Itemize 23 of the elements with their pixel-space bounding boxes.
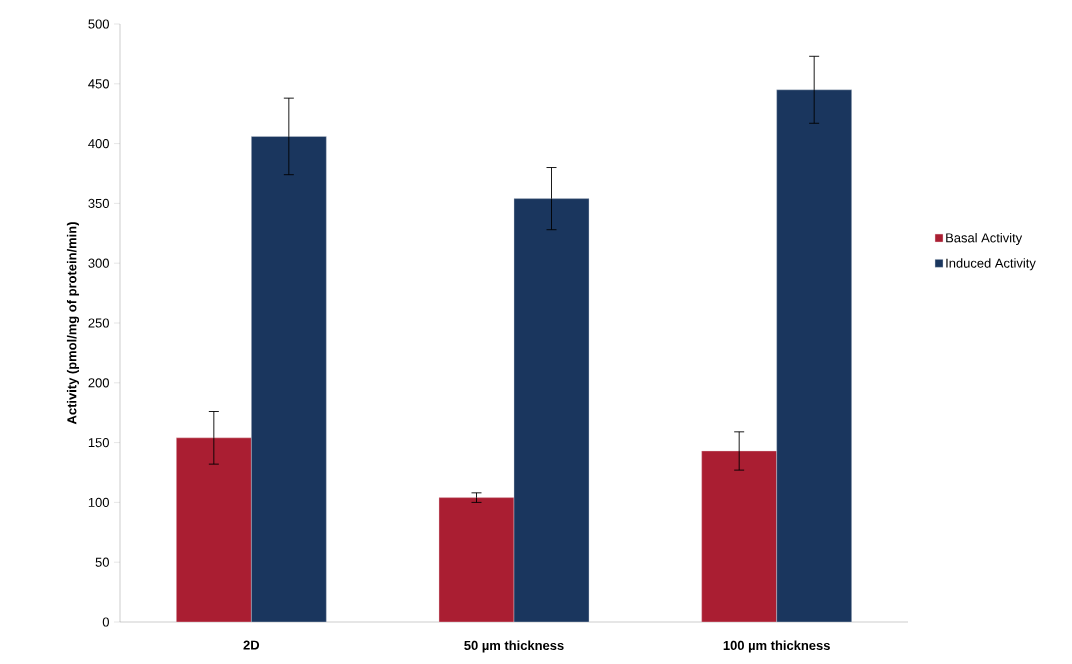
y-tick-label: 250 — [88, 318, 109, 328]
x-tick-label: 2D — [243, 640, 260, 650]
x-tick-label: 100 µm thickness — [723, 640, 830, 653]
y-tick-label: 450 — [88, 79, 109, 89]
x-tick-label: 50 µm thickness — [464, 640, 564, 653]
y-axis-title: Activity (pmol/mg of protein/min) — [66, 222, 80, 425]
legend-label: Basal Activity — [946, 232, 1023, 245]
bar — [776, 89, 852, 622]
bar — [438, 497, 515, 622]
y-tick-label: 100 — [88, 497, 109, 507]
y-tick-label: 400 — [88, 139, 109, 149]
y-tick-label: 300 — [88, 258, 109, 268]
y-tick-label: 50 — [95, 557, 109, 567]
legend-label: Induced Activity — [946, 258, 1036, 271]
y-tick-label: 150 — [88, 438, 109, 448]
bar — [513, 198, 590, 622]
bar — [176, 437, 252, 622]
bar — [701, 450, 777, 622]
bar — [251, 136, 327, 622]
y-tick-label: 200 — [88, 378, 109, 388]
y-tick-label: 0 — [102, 617, 109, 627]
y-tick-label: 500 — [88, 19, 109, 29]
y-tick-label: 350 — [88, 198, 109, 208]
